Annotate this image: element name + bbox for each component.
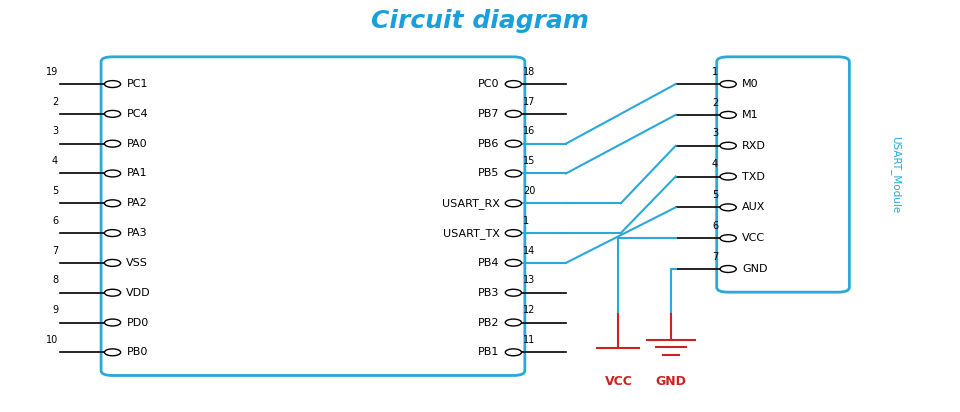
Circle shape <box>720 266 736 272</box>
Text: AUX: AUX <box>742 202 765 212</box>
Text: 17: 17 <box>523 96 536 107</box>
Circle shape <box>505 229 521 236</box>
Circle shape <box>105 170 121 177</box>
Text: 4: 4 <box>52 156 59 166</box>
Text: VCC: VCC <box>605 375 633 388</box>
Circle shape <box>720 111 736 118</box>
Text: 14: 14 <box>523 246 536 255</box>
Text: 10: 10 <box>46 335 59 345</box>
Text: 5: 5 <box>52 186 59 196</box>
Text: PA0: PA0 <box>127 139 147 149</box>
Circle shape <box>105 349 121 356</box>
Text: 1: 1 <box>712 67 718 77</box>
Text: VDD: VDD <box>127 288 151 298</box>
Text: PB2: PB2 <box>478 318 499 328</box>
Circle shape <box>505 319 521 326</box>
Text: PB5: PB5 <box>478 169 499 178</box>
Text: 15: 15 <box>523 156 536 166</box>
Text: M0: M0 <box>742 79 758 89</box>
Text: 3: 3 <box>712 129 718 138</box>
Text: PB3: PB3 <box>478 288 499 298</box>
Text: Circuit diagram: Circuit diagram <box>372 9 588 33</box>
Circle shape <box>105 319 121 326</box>
Circle shape <box>505 349 521 356</box>
Text: PA3: PA3 <box>127 228 147 238</box>
Text: 6: 6 <box>712 221 718 231</box>
Text: 7: 7 <box>712 252 718 262</box>
Text: PC0: PC0 <box>478 79 499 89</box>
Text: 4: 4 <box>712 159 718 169</box>
Circle shape <box>720 204 736 211</box>
Circle shape <box>505 200 521 207</box>
Text: 6: 6 <box>52 216 59 226</box>
Text: PC4: PC4 <box>127 109 148 119</box>
Text: PB0: PB0 <box>127 347 148 357</box>
Circle shape <box>720 235 736 241</box>
Circle shape <box>105 140 121 147</box>
Text: TXD: TXD <box>742 171 765 182</box>
Text: USART_Module: USART_Module <box>890 136 900 213</box>
Text: USART_TX: USART_TX <box>443 228 499 239</box>
Text: 18: 18 <box>523 67 536 77</box>
Text: 16: 16 <box>523 126 536 136</box>
Text: PB7: PB7 <box>478 109 499 119</box>
Circle shape <box>105 289 121 296</box>
Circle shape <box>720 173 736 180</box>
Text: VSS: VSS <box>127 258 148 268</box>
Text: 12: 12 <box>523 305 536 315</box>
Text: 3: 3 <box>52 126 59 136</box>
Circle shape <box>505 170 521 177</box>
Text: 5: 5 <box>712 190 718 200</box>
Circle shape <box>505 289 521 296</box>
Text: 2: 2 <box>712 98 718 108</box>
Text: 11: 11 <box>523 335 536 345</box>
Text: PA2: PA2 <box>127 198 147 208</box>
Text: 2: 2 <box>52 96 59 107</box>
Text: 20: 20 <box>523 186 536 196</box>
Text: VCC: VCC <box>742 233 765 243</box>
Text: 7: 7 <box>52 246 59 255</box>
Text: USART_RX: USART_RX <box>442 198 499 209</box>
Circle shape <box>105 200 121 207</box>
Circle shape <box>105 110 121 117</box>
Circle shape <box>505 260 521 266</box>
Text: GND: GND <box>656 375 686 388</box>
Text: GND: GND <box>742 264 767 274</box>
Text: 8: 8 <box>52 275 59 286</box>
Text: RXD: RXD <box>742 141 766 151</box>
Text: 19: 19 <box>46 67 59 77</box>
Circle shape <box>505 81 521 87</box>
Circle shape <box>505 110 521 117</box>
Text: M1: M1 <box>742 110 758 120</box>
Text: PB1: PB1 <box>478 347 499 357</box>
Text: PD0: PD0 <box>127 318 149 328</box>
Text: PA1: PA1 <box>127 169 147 178</box>
Circle shape <box>720 142 736 149</box>
Circle shape <box>505 140 521 147</box>
Text: 13: 13 <box>523 275 536 286</box>
Circle shape <box>105 260 121 266</box>
Text: 9: 9 <box>52 305 59 315</box>
Circle shape <box>720 81 736 87</box>
Text: 1: 1 <box>523 216 530 226</box>
Text: PC1: PC1 <box>127 79 148 89</box>
Text: PB6: PB6 <box>478 139 499 149</box>
FancyBboxPatch shape <box>101 57 525 375</box>
FancyBboxPatch shape <box>717 57 850 292</box>
Circle shape <box>105 81 121 87</box>
Circle shape <box>105 229 121 236</box>
Text: PB4: PB4 <box>478 258 499 268</box>
